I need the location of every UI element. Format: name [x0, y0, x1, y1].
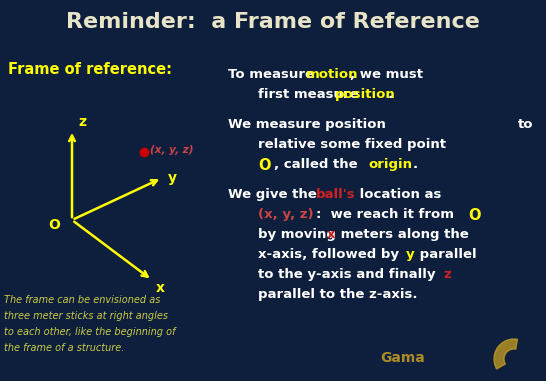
- Text: motion: motion: [306, 68, 359, 81]
- Text: the frame of a structure.: the frame of a structure.: [4, 343, 124, 353]
- Text: The frame can be envisioned as: The frame can be envisioned as: [4, 295, 161, 305]
- Text: y: y: [406, 248, 414, 261]
- Text: position: position: [335, 88, 396, 101]
- Text: O: O: [48, 218, 60, 232]
- Text: .: .: [388, 88, 393, 101]
- Text: Reminder:  a Frame of Reference: Reminder: a Frame of Reference: [66, 12, 480, 32]
- Text: :  we reach it from: : we reach it from: [316, 208, 459, 221]
- Text: z: z: [78, 115, 86, 129]
- Text: by moving: by moving: [258, 228, 341, 241]
- Text: to: to: [518, 118, 533, 131]
- Text: origin: origin: [368, 158, 412, 171]
- Text: , we must: , we must: [350, 68, 423, 81]
- Text: We measure position: We measure position: [228, 118, 386, 131]
- Text: O: O: [258, 158, 270, 173]
- Text: to the y-axis and finally: to the y-axis and finally: [258, 268, 440, 281]
- Text: , called the: , called the: [274, 158, 362, 171]
- Text: meters along the: meters along the: [336, 228, 469, 241]
- Text: (x, y, z): (x, y, z): [258, 208, 313, 221]
- Text: Frame of reference:: Frame of reference:: [8, 62, 172, 77]
- Text: x-axis, followed by: x-axis, followed by: [258, 248, 403, 261]
- Text: z: z: [443, 268, 451, 281]
- Text: parallel to the z-axis.: parallel to the z-axis.: [258, 288, 418, 301]
- Text: y: y: [168, 171, 176, 185]
- Text: ball's: ball's: [316, 188, 355, 201]
- Text: relative some fixed point: relative some fixed point: [258, 138, 446, 151]
- Text: We give the: We give the: [228, 188, 322, 201]
- Text: .: .: [413, 158, 418, 171]
- Text: x: x: [156, 281, 164, 295]
- Wedge shape: [494, 339, 518, 369]
- Text: x: x: [327, 228, 335, 241]
- Text: first measure: first measure: [258, 88, 363, 101]
- Text: To measure: To measure: [228, 68, 319, 81]
- Text: to each other, like the beginning of: to each other, like the beginning of: [4, 327, 175, 337]
- Text: parallel: parallel: [415, 248, 477, 261]
- Text: three meter sticks at right angles: three meter sticks at right angles: [4, 311, 168, 321]
- Text: (x, y, z): (x, y, z): [150, 145, 193, 155]
- Text: O: O: [468, 208, 480, 223]
- Text: Gama: Gama: [380, 351, 425, 365]
- Text: location as: location as: [355, 188, 441, 201]
